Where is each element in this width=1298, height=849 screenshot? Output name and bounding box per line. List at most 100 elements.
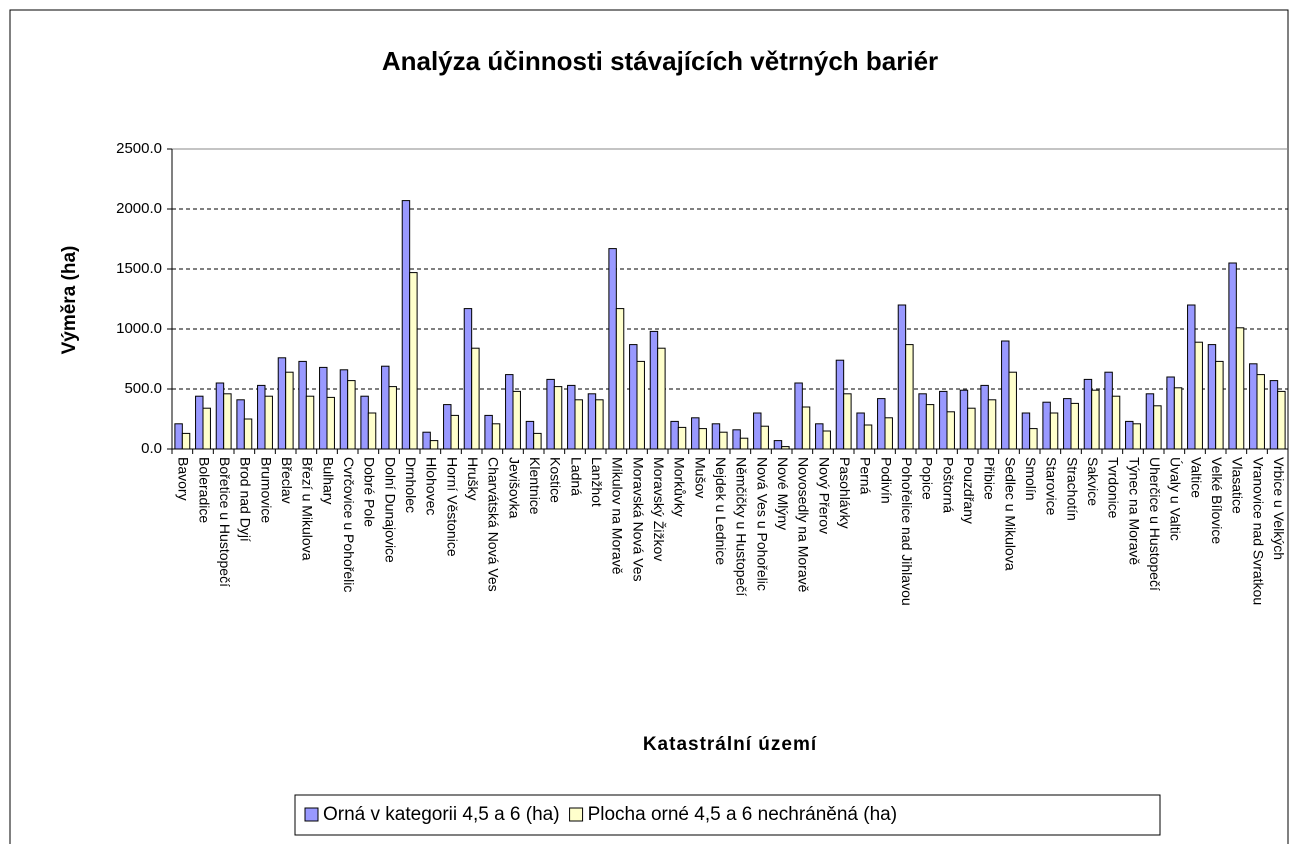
bar	[691, 417, 700, 450]
x-tick-label: Cvrčovice u Pohořelic	[341, 457, 357, 592]
x-tick-label: Boleradice	[196, 457, 212, 523]
bar	[223, 393, 232, 450]
bar	[739, 437, 749, 450]
bar	[429, 440, 439, 450]
bar	[512, 390, 521, 450]
bar	[326, 396, 335, 450]
x-tick-label: Bulhary	[320, 457, 336, 504]
bar	[649, 330, 659, 450]
x-tick-label: Březí u Mikulova	[300, 457, 316, 561]
bar	[491, 423, 501, 450]
bar	[670, 420, 679, 450]
bar	[1091, 389, 1100, 450]
bar	[711, 423, 721, 450]
bar	[567, 384, 576, 450]
x-tick-label: Brumovice	[258, 457, 274, 523]
bar	[422, 431, 431, 450]
bar	[905, 344, 914, 450]
x-tick-label: Kostice	[548, 457, 564, 503]
x-tick-label: Nejdek u Lednice	[713, 457, 729, 565]
bar	[1063, 398, 1072, 450]
x-tick-label: Bavory	[176, 457, 192, 501]
bar	[319, 366, 328, 450]
x-tick-label: Břeclav	[279, 457, 295, 504]
x-tick-label: Hlohovec	[424, 457, 440, 515]
bar	[360, 395, 369, 450]
bar	[1029, 428, 1038, 450]
x-tick-label: Nové Mlýny	[775, 457, 791, 530]
bar	[608, 248, 617, 450]
bar	[215, 382, 225, 450]
bar	[615, 308, 625, 450]
bar	[815, 423, 824, 450]
bar	[277, 357, 287, 450]
bar	[1083, 378, 1093, 450]
bar	[863, 424, 873, 450]
x-tick-label: Valtice	[1188, 457, 1204, 498]
bar	[884, 417, 893, 450]
bar	[1215, 360, 1224, 450]
x-tick-label: Nová Ves u Pohořelic	[754, 457, 770, 591]
bar	[595, 399, 604, 450]
x-axis-title: Katastrální území	[643, 734, 817, 755]
bar	[877, 398, 886, 450]
x-tick-label: Němčičky u Hustopečí	[734, 457, 750, 596]
bar	[553, 386, 563, 450]
bar	[401, 200, 411, 450]
bar	[1001, 340, 1010, 450]
bar	[1042, 401, 1051, 450]
bar	[843, 393, 852, 450]
x-tick-label: Mikulov na Moravě	[610, 457, 626, 575]
bar	[298, 360, 307, 450]
bar	[1256, 374, 1265, 450]
x-tick-label: Smolín	[1023, 457, 1039, 501]
bar	[1125, 420, 1134, 450]
x-tick-label: Pasohlávky	[837, 457, 853, 529]
bar	[1249, 363, 1258, 450]
x-tick-label: Ladná	[568, 457, 584, 496]
bar	[939, 390, 948, 450]
bar	[388, 386, 397, 450]
bar	[773, 440, 783, 450]
bar	[1132, 423, 1141, 450]
bar	[1008, 371, 1017, 450]
bar	[918, 393, 927, 450]
x-tick-label: Vrbice u Velkých	[1271, 457, 1287, 560]
x-tick-label: Strachotín	[1064, 457, 1080, 521]
legend-swatch	[304, 807, 319, 822]
bar	[181, 432, 191, 450]
x-tick-label: Hrušky	[465, 457, 481, 501]
bar	[525, 420, 535, 450]
bar	[1187, 304, 1196, 450]
bar	[546, 378, 555, 450]
x-tick-label: Charvátská Nová Ves	[486, 457, 502, 592]
x-tick-label: Podivín	[878, 457, 894, 504]
bar	[629, 344, 638, 450]
bar	[533, 432, 542, 450]
bar	[732, 429, 741, 450]
x-tick-label: Sedlec u Mikulova	[1002, 457, 1018, 571]
x-tick-label: Bořetice u Hustopečí	[217, 457, 233, 587]
bar	[574, 399, 583, 450]
bar	[1166, 376, 1175, 450]
y-axis-title: Výměra (ha)	[59, 246, 80, 355]
bar	[760, 425, 769, 450]
bar	[484, 414, 493, 450]
bar	[174, 423, 183, 450]
bar	[202, 407, 211, 450]
bar	[677, 426, 687, 450]
x-tick-label: Dobré Pole	[362, 457, 378, 527]
bar	[463, 308, 473, 450]
x-tick-label: Poštorná	[940, 457, 956, 513]
bar	[987, 399, 997, 450]
x-tick-label: Pohořelice nad Jihlavou	[899, 457, 915, 606]
bar	[285, 371, 294, 450]
bar	[347, 380, 356, 450]
x-tick-label: Starovice	[1044, 457, 1060, 516]
x-tick-label: Tvrdonice	[1106, 457, 1122, 519]
bar	[946, 411, 955, 450]
x-tick-label: Jevišovka	[506, 457, 522, 519]
bar	[1070, 402, 1079, 450]
x-tick-label: Brod nad Dyjí	[238, 457, 254, 542]
